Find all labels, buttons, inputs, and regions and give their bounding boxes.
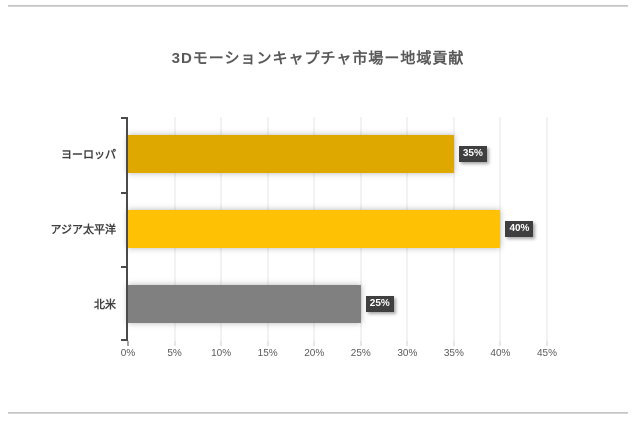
bar-row: ヨーロッパ 35%: [61, 117, 547, 192]
top-divider: [8, 5, 628, 7]
value-label: 40%: [505, 220, 534, 237]
y-axis-tick: [121, 191, 127, 194]
bottom-divider: [8, 412, 628, 414]
gridline: [546, 117, 548, 341]
x-axis-label: 20%: [304, 348, 325, 359]
x-axis-tick: [127, 341, 129, 346]
value-label: 25%: [365, 295, 394, 312]
bar-2: [128, 209, 501, 248]
x-axis-label: 25%: [350, 348, 371, 359]
x-axis-tick: [220, 341, 222, 346]
x-axis-tick: [406, 341, 408, 346]
bar-row: アジア太平洋 40%: [50, 192, 547, 267]
x-axis-label: 30%: [397, 348, 418, 359]
x-axis-tick: [453, 341, 455, 346]
value-label: 35%: [458, 146, 487, 163]
y-axis-tick: [121, 266, 127, 269]
bar-3: [128, 284, 361, 323]
x-axis-label: 15%: [257, 348, 278, 359]
bar-row: 北米 25%: [94, 266, 547, 341]
x-axis-tick: [313, 341, 315, 346]
category-label: アジア太平洋: [50, 223, 116, 236]
x-axis-tick: [499, 341, 501, 346]
bar-1: [128, 135, 454, 174]
x-axis-label: 45%: [536, 348, 558, 359]
y-axis-tick: [121, 339, 127, 341]
x-axis-tick: [267, 341, 269, 346]
gridline: [499, 117, 501, 341]
x-axis-label: 10%: [211, 348, 232, 359]
x-axis-label: 5%: [167, 348, 182, 359]
x-axis-tick: [174, 341, 176, 346]
x-axis-tick: [546, 341, 548, 346]
x-axis-label: 35%: [443, 348, 464, 359]
y-axis-tick: [121, 117, 127, 119]
x-axis-label: 40%: [490, 348, 511, 359]
x-axis-label: 0%: [120, 348, 136, 359]
category-label: 北米: [94, 298, 116, 311]
category-label: ヨーロッパ: [61, 149, 116, 162]
chart-title: 3Dモーションキャプチャ市場ー地域貢献: [171, 50, 465, 67]
x-axis-tick: [360, 341, 362, 346]
plot-area: 0% 5% 10% 15% 20% 25% 30% 35% 40% 45% ヨーロッパ 35% アジア太…: [50, 117, 557, 359]
